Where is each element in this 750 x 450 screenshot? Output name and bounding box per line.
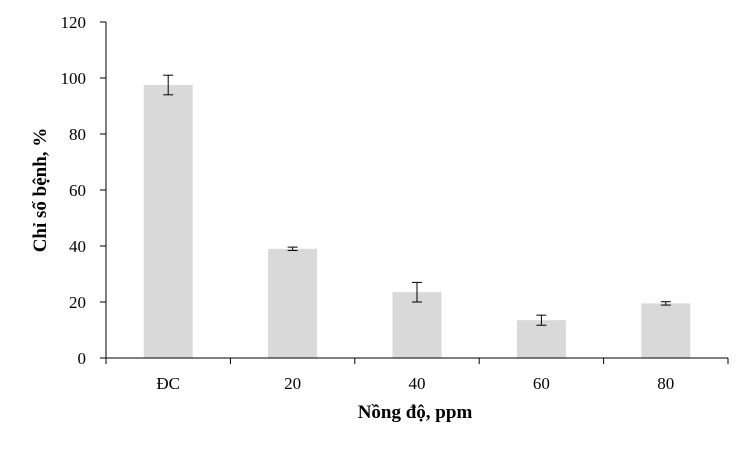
y-axis-title: Chỉ số bệnh, % [30, 128, 51, 253]
x-ticks-group: ĐC 20 40 60 80 [105, 358, 729, 393]
error-bar-4 [660, 301, 671, 306]
error-bar-1 [287, 246, 298, 251]
error-bars-group [163, 74, 671, 326]
y-tick-label: 120 [61, 13, 87, 32]
y-tick-label: 60 [69, 181, 86, 200]
y-tick-label: 20 [69, 293, 86, 312]
error-bar-3 [536, 314, 547, 326]
y-tick-label: 40 [69, 237, 86, 256]
y-tick-label: 80 [69, 125, 86, 144]
bars-group [143, 85, 691, 358]
x-tick-label: 40 [409, 374, 426, 393]
bar-0 [143, 85, 193, 358]
x-tick-label: 60 [533, 374, 550, 393]
x-axis-title: Nồng độ, ppm [358, 402, 473, 423]
x-tick-label: 20 [284, 374, 301, 393]
bar-1 [268, 248, 318, 358]
bar-3 [516, 320, 566, 358]
error-bar-2 [412, 281, 422, 303]
y-ticks-group: 0 20 40 60 80 100 120 [61, 13, 106, 368]
x-tick-label: 80 [657, 374, 674, 393]
bar-4 [641, 303, 691, 358]
y-tick-label: 0 [78, 349, 87, 368]
y-tick-label: 100 [61, 69, 87, 88]
bar-2 [392, 292, 442, 358]
error-bar-0 [163, 74, 174, 96]
x-tick-label: ĐC [156, 374, 180, 393]
